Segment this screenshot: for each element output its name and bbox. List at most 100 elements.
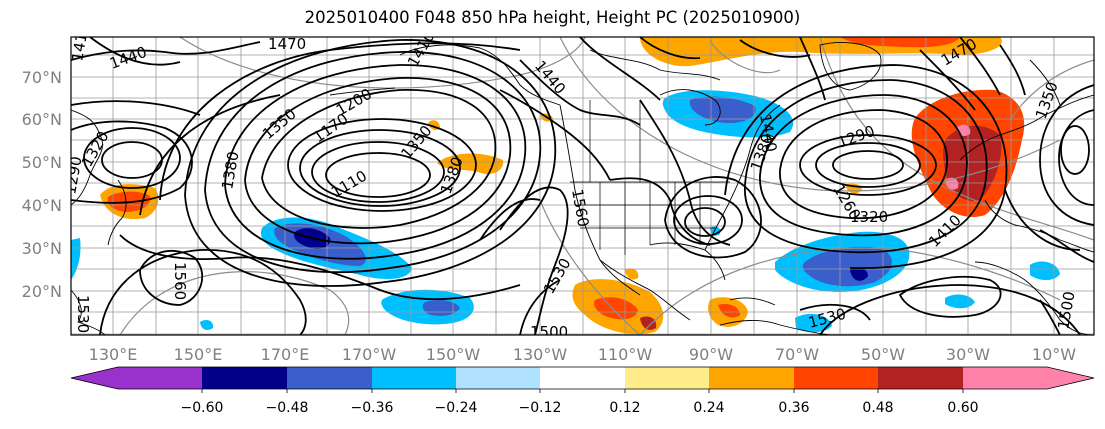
coast-europe [959,94,1094,161]
coast-canada-arctic [589,49,721,81]
contour-line [673,195,743,245]
shade-positive [840,37,960,48]
colorbar-cell [709,367,794,389]
colorbar: −0.60 −0.48 −0.36 −0.24 −0.12 0.12 0.24 … [70,366,1095,416]
contour-line [779,109,949,220]
contour-line [89,37,181,66]
contour-line [101,141,163,179]
lat-label: 30°N [22,239,62,258]
contour-line [799,37,826,101]
contour-line [325,152,431,198]
contour-line [999,44,1026,96]
contour-line [919,49,976,111]
colorbar-tick-label: 0.36 [778,400,809,416]
shade-negative [795,313,832,333]
lon-label: 10°W [1032,345,1076,364]
contour-line [744,79,988,254]
contour-line [71,120,193,204]
contour-label: 1320 [850,208,888,226]
contour-line [898,275,1002,318]
colorbar-cell [625,367,709,389]
contour-line [1060,125,1090,175]
coast-aleutians [329,87,396,96]
contour-line [1039,299,1061,335]
contour-label: 1560 [171,262,189,300]
lon-label: 30°W [946,345,990,364]
contour-line [139,94,281,216]
lon-label: 130°E [89,345,138,364]
coast-asia [71,109,103,206]
colorbar-tick-label: −0.60 [181,400,224,416]
coast-alaska [399,44,561,106]
colorbar-tick-label: −0.12 [519,400,562,416]
contour-line [204,51,542,274]
contour-line [299,129,461,207]
lon-label: 70°W [775,345,819,364]
coast-north-america-east [704,104,781,251]
contour-line [609,177,711,246]
lat-label: 40°N [22,196,62,215]
contour-line [159,42,521,201]
contour-line [244,77,512,245]
shade-positive [594,297,638,320]
contour-line [224,64,527,260]
contour-line [499,186,569,335]
latitude-labels: 70°N 60°N 50°N 40°N 30°N 20°N [22,68,62,301]
contour-line [83,127,181,189]
colorbar-cell [540,367,625,389]
map-frame [70,36,1095,336]
map-grid [71,37,1094,335]
contour-line [815,142,921,188]
colorbar-cell [456,367,540,389]
height-contours [71,37,1094,335]
contour-line [99,249,307,335]
map-title: 2025010400 F048 850 hPa height, Height P… [304,8,801,27]
lon-label: 170°W [342,345,397,364]
shade-negative [945,294,975,309]
contour-label: 1530 [74,295,92,333]
colorbar-tick-labels: −0.60 −0.48 −0.36 −0.24 −0.12 0.12 0.24 … [181,400,979,416]
colorbar-cells [71,367,1094,389]
contour-label: 1500 [530,323,568,341]
lat-label: 20°N [22,282,62,301]
shade-negative [71,238,81,280]
contour-line [519,59,641,126]
coast-japan [107,179,127,246]
colorbar-tick-label: −0.24 [435,400,478,416]
contour-line [311,141,445,203]
shade-positive [718,304,740,318]
shade-negative [850,268,868,281]
lon-label: 170°E [261,345,310,364]
coast-south-america [719,320,831,335]
shade-negative [689,96,756,124]
shade-positive [640,316,657,330]
lat-label: 50°N [22,153,62,172]
contour-line [139,249,204,306]
contour-line [664,176,762,259]
shade-positive [625,268,639,280]
shade-negative [1030,261,1060,281]
contour-line [119,234,521,300]
colorbar-tick-label: 0.60 [947,400,978,416]
coast-north-america-west [559,104,641,296]
contour-line [479,198,541,241]
lon-label: 150°W [426,345,481,364]
contour-line [1058,109,1094,206]
colorbar-ticks [201,389,964,393]
contour-line [579,37,661,101]
colorbar-cell [794,367,878,389]
shade-positive [437,153,504,175]
contour-label: 1470 [268,35,306,53]
colorbar-cell [71,367,202,389]
colorbar-tick-label: −0.36 [351,400,394,416]
contour-line [799,303,871,321]
contour-line [819,284,1081,335]
coast-greenland [819,42,882,91]
colorbar-cell [202,367,287,389]
colorbar-tick-label: 0.24 [693,400,724,416]
contour-line [639,37,701,60]
coast-caribbean [729,297,776,306]
contour-line [71,41,261,61]
contour-line [71,100,201,116]
